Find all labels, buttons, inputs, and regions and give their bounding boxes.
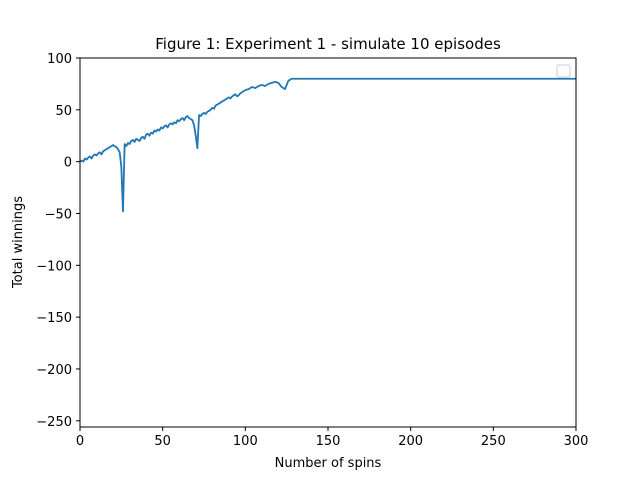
y-tick-label: 50 [55, 104, 72, 119]
y-tick-label: 0 [64, 156, 72, 171]
x-axis-label: Number of spins [275, 456, 382, 471]
y-axis: −250 −200 −150 −100 −50 0 50 100 [36, 52, 80, 430]
x-tick-label: 200 [398, 434, 423, 449]
y-tick-label: −50 [45, 207, 72, 222]
plot-area [79, 77, 576, 213]
y-tick-label: −200 [36, 363, 72, 378]
y-axis-label: Total winnings [11, 196, 26, 289]
y-tick-label: −150 [36, 311, 72, 326]
chart-title: Figure 1: Experiment 1 - simulate 10 epi… [155, 35, 501, 53]
x-tick-label: 300 [564, 434, 589, 449]
x-tick-label: 150 [316, 434, 341, 449]
x-tick-label: 50 [154, 434, 171, 449]
series-line [79, 77, 576, 213]
y-tick-label: −250 [36, 415, 72, 430]
x-axis: 0 50 100 150 200 250 300 [76, 427, 589, 449]
y-tick-label: 100 [47, 52, 72, 67]
x-tick-label: 100 [233, 434, 258, 449]
x-tick-label: 0 [76, 434, 84, 449]
x-tick-label: 250 [481, 434, 506, 449]
y-tick-label: −100 [36, 259, 72, 274]
legend-box [556, 64, 571, 78]
